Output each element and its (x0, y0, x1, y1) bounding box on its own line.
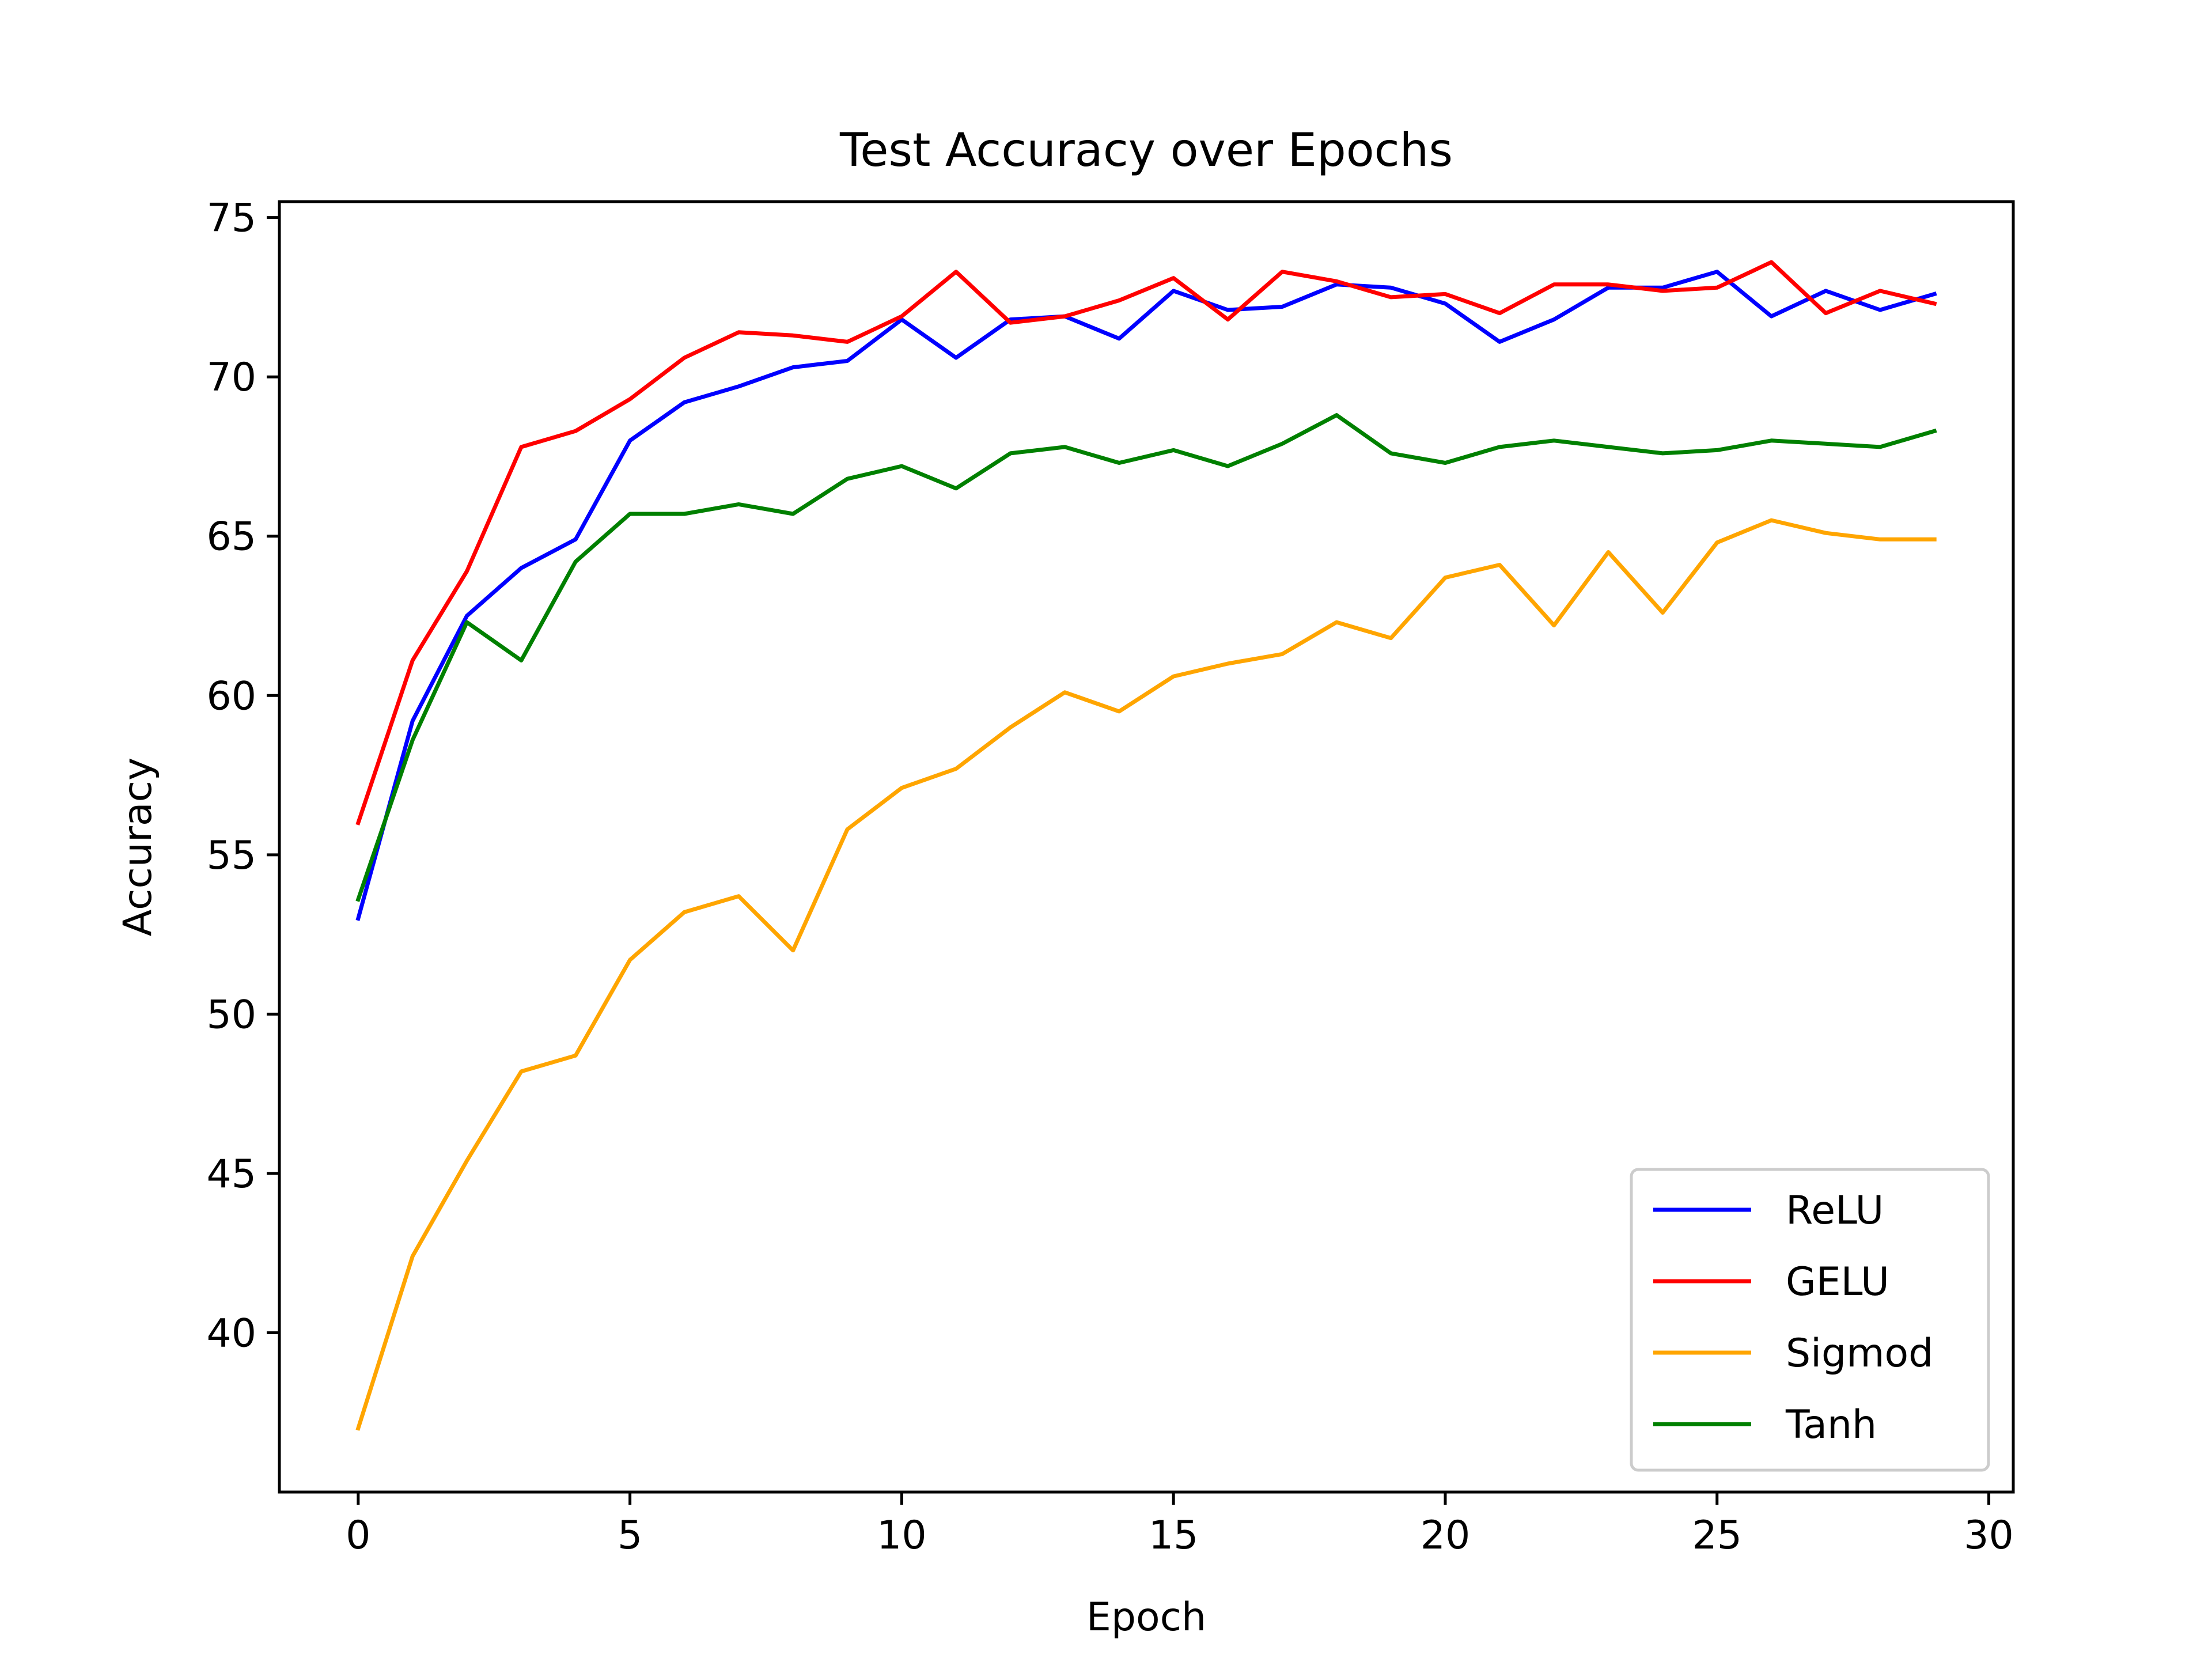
y-tick-label: 55 (206, 833, 256, 879)
y-tick-label: 45 (206, 1152, 256, 1197)
plot-frame (278, 200, 2015, 1494)
y-tick-label: 65 (206, 514, 256, 560)
y-axis-label: Accuracy (115, 758, 161, 936)
chart-title: Test Accuracy over Epochs (839, 123, 1453, 177)
legend-item-tanh: Tanh (1653, 1402, 1877, 1448)
legend-label: ReLU (1786, 1188, 1884, 1233)
x-tick-label: 10 (877, 1513, 927, 1558)
x-axis-label: Epoch (1086, 1595, 1206, 1640)
legend-label: Tanh (1785, 1402, 1877, 1448)
legend-label: Sigmod (1786, 1331, 1933, 1376)
y-tick-label: 40 (206, 1311, 256, 1356)
series-line-tanh (355, 413, 1937, 902)
series-line-sigmod (355, 518, 1937, 1431)
x-tick-label: 30 (1964, 1513, 2014, 1558)
x-tick-label: 25 (1692, 1513, 1742, 1558)
legend-box (1630, 1168, 1990, 1472)
legend: ReLU GELU Sigmod Tanh (1630, 1168, 1990, 1472)
series-line-relu (355, 270, 1937, 921)
legend-item-gelu: GELU (1653, 1259, 1889, 1305)
x-axis: 0 5 10 15 20 25 30 (346, 1492, 2014, 1558)
series-line-gelu (355, 260, 1937, 826)
legend-item-relu: ReLU (1653, 1188, 1884, 1233)
legend-item-sigmod: Sigmod (1653, 1331, 1933, 1376)
x-tick-label: 0 (346, 1513, 370, 1558)
y-axis: 40 45 50 55 60 65 70 75 (206, 196, 279, 1356)
legend-label: GELU (1786, 1259, 1889, 1305)
x-tick-label: 5 (618, 1513, 642, 1558)
x-tick-label: 20 (1421, 1513, 1471, 1558)
y-tick-label: 75 (206, 196, 256, 241)
x-tick-label: 15 (1149, 1513, 1199, 1558)
y-tick-label: 60 (206, 673, 256, 719)
y-tick-label: 50 (206, 992, 256, 1038)
series-layer (355, 260, 1937, 1431)
y-tick-label: 70 (206, 355, 256, 400)
